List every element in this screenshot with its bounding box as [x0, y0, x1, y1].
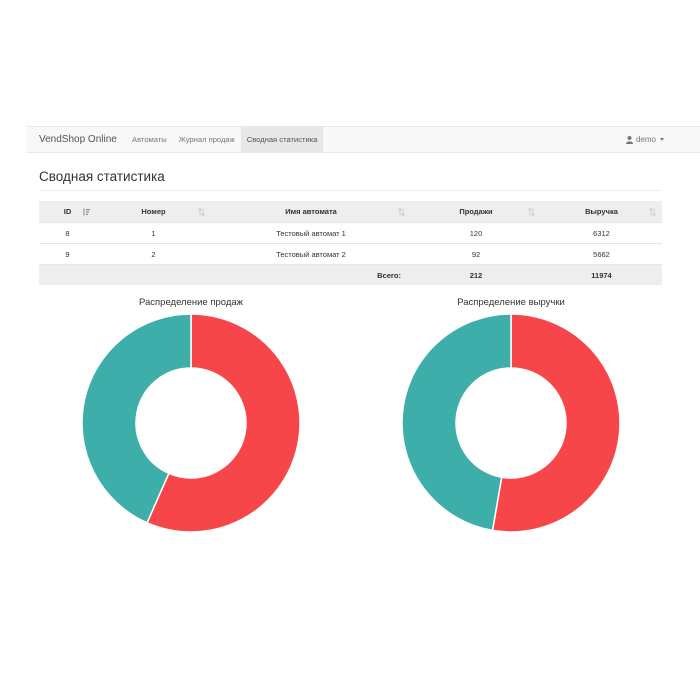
cell-empty	[39, 264, 96, 285]
navbar: VendShop Online Автоматы Журнал продаж С…	[27, 126, 700, 153]
column-header-revenue[interactable]: Выручка	[541, 201, 662, 223]
sales-chart-title: Распределение продаж	[138, 297, 244, 308]
cell-number: 2	[96, 243, 211, 265]
column-header-label: ID	[63, 207, 72, 216]
sort-icon	[198, 208, 205, 216]
user-name: demo	[635, 135, 656, 144]
table-header-row: ID Номер Имя автомата	[39, 201, 662, 223]
total-sales: 212	[411, 264, 541, 285]
cell-empty	[96, 264, 211, 285]
table-row: 9 2 Тестовый автомат 2 92 5662	[39, 243, 662, 265]
user-menu[interactable]: demo	[625, 127, 664, 152]
nav-items: Автоматы Журнал продаж Сводная статистик…	[126, 127, 324, 152]
column-header-id[interactable]: ID	[39, 201, 96, 223]
column-header-label: Продажи	[459, 207, 493, 216]
sales-distribution-chart	[81, 313, 301, 533]
column-header-sales[interactable]: Продажи	[411, 201, 541, 223]
title-divider	[39, 190, 662, 191]
nav-item-summary-stats[interactable]: Сводная статистика	[240, 127, 324, 152]
nav-item-sales-log[interactable]: Журнал продаж	[178, 135, 235, 144]
nav-item-machines[interactable]: Автоматы	[132, 135, 167, 144]
pie-slice-2[interactable]	[81, 313, 192, 524]
sort-icon	[528, 208, 535, 216]
cell-sales: 92	[411, 243, 541, 265]
column-header-number[interactable]: Номер	[96, 201, 211, 223]
column-header-label: Выручка	[585, 207, 618, 216]
column-header-name[interactable]: Имя автомата	[211, 201, 411, 223]
cell-id: 9	[39, 243, 96, 265]
revenue-chart-title: Распределение выручки	[457, 297, 565, 308]
caret-down-icon	[660, 138, 664, 141]
brand-link[interactable]: VendShop Online	[39, 134, 117, 145]
column-header-label: Номер	[141, 207, 166, 216]
table-row: 8 1 Тестовый автомат 1 120 6312	[39, 222, 662, 244]
pie-slice-1[interactable]	[491, 313, 621, 533]
page-title: Сводная статистика	[39, 169, 165, 184]
cell-id: 8	[39, 222, 96, 244]
pie-slice-1[interactable]	[146, 313, 301, 533]
sort-active-icon	[83, 208, 90, 216]
sort-icon	[398, 208, 405, 216]
stats-table: ID Номер Имя автомата	[39, 201, 662, 285]
total-revenue: 11974	[541, 264, 662, 285]
table-total-row: Всего: 212 11974	[39, 264, 662, 285]
user-icon	[625, 135, 633, 144]
total-label: Всего:	[211, 264, 411, 285]
cell-number: 1	[96, 222, 211, 244]
cell-name: Тестовый автомат 1	[211, 222, 411, 244]
sort-icon	[649, 208, 656, 216]
cell-revenue: 5662	[541, 243, 662, 265]
column-header-label: Имя автомата	[285, 207, 337, 216]
cell-revenue: 6312	[541, 222, 662, 244]
revenue-distribution-chart	[401, 313, 621, 533]
cell-sales: 120	[411, 222, 541, 244]
cell-name: Тестовый автомат 2	[211, 243, 411, 265]
pie-slice-2[interactable]	[401, 313, 512, 532]
